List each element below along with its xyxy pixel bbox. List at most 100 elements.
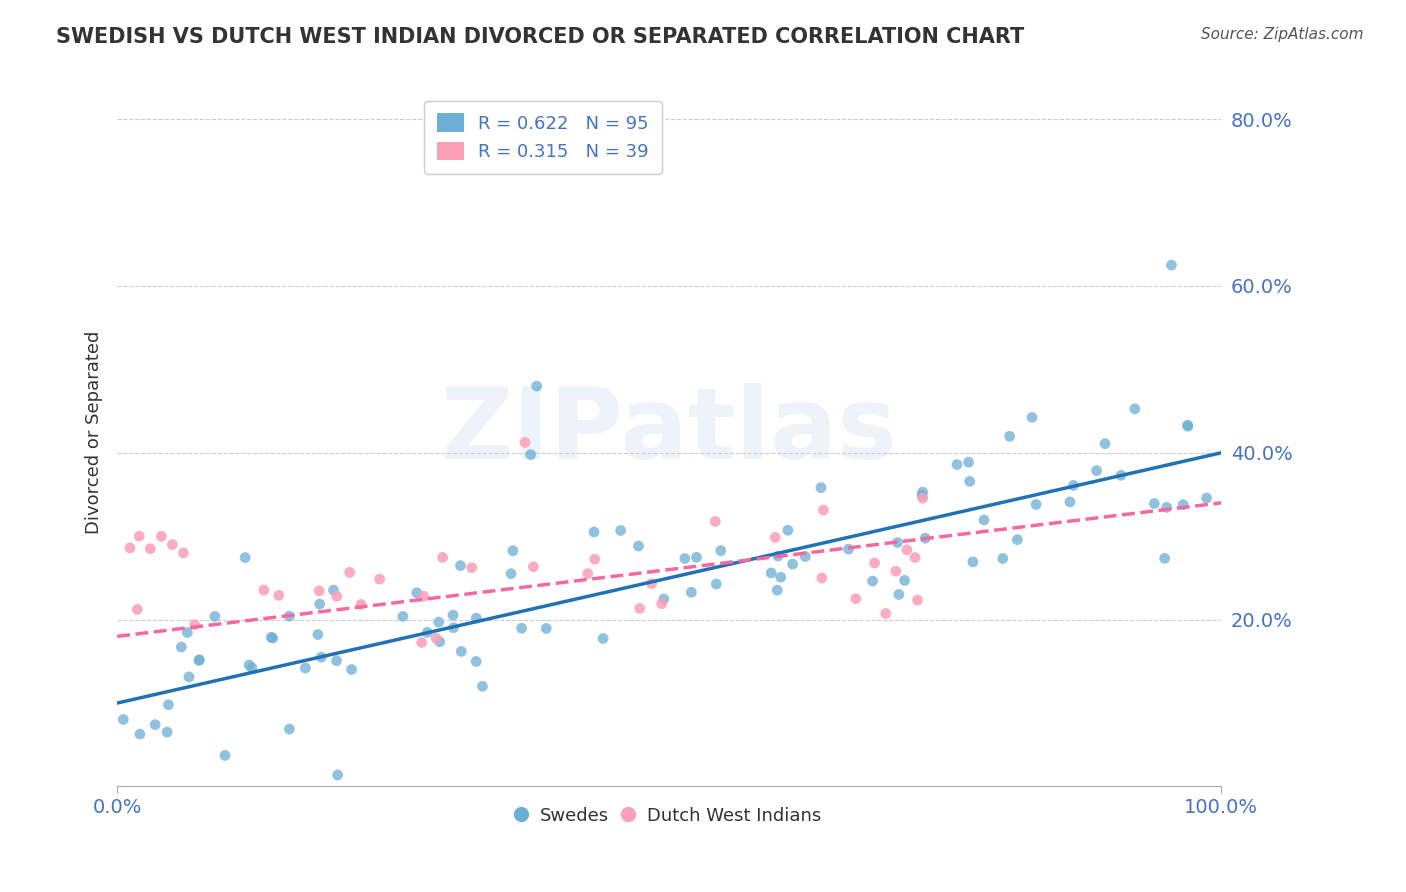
Point (911, 491, 934, 506)
Point (177, 670, 200, 684)
Point (238, 658, 260, 673)
Point (1085, 464, 1108, 478)
Point (340, 663, 363, 677)
Point (416, 625, 439, 640)
Point (253, 583, 276, 598)
Point (813, 503, 835, 517)
Point (673, 551, 696, 566)
Point (471, 679, 494, 693)
Point (838, 542, 860, 557)
Point (782, 557, 804, 571)
Point (1153, 551, 1175, 566)
Point (240, 661, 263, 675)
Point (704, 515, 727, 529)
Point (896, 542, 918, 557)
Point (519, 448, 541, 462)
Point (811, 571, 834, 585)
Point (863, 556, 886, 570)
Point (443, 621, 465, 635)
Point (139, 541, 162, 556)
Point (307, 627, 329, 641)
Point (582, 524, 605, 539)
Point (628, 601, 651, 615)
Point (294, 661, 316, 675)
Point (278, 609, 301, 624)
Point (1059, 495, 1081, 509)
Point (465, 611, 488, 625)
Point (1173, 498, 1195, 512)
Point (350, 598, 373, 612)
Point (267, 588, 290, 602)
Point (769, 570, 792, 584)
Point (405, 586, 427, 600)
Point (810, 481, 832, 495)
Point (766, 549, 789, 563)
Point (710, 543, 733, 558)
Point (893, 574, 915, 588)
Point (510, 621, 533, 635)
Point (450, 558, 472, 573)
Point (959, 475, 981, 489)
Point (214, 748, 236, 763)
Point (308, 597, 330, 611)
Point (652, 592, 675, 607)
Point (432, 550, 454, 565)
Point (162, 538, 184, 552)
Point (1177, 419, 1199, 434)
Point (339, 566, 361, 580)
Point (392, 609, 415, 624)
Point (907, 593, 929, 607)
Point (651, 597, 673, 611)
Point (156, 725, 179, 739)
Point (112, 713, 135, 727)
Point (998, 429, 1021, 443)
Point (429, 634, 451, 648)
Point (526, 379, 548, 393)
Point (513, 435, 536, 450)
Point (1177, 418, 1199, 433)
Point (914, 531, 936, 545)
Point (886, 535, 908, 549)
Text: Source: ZipAtlas.com: Source: ZipAtlas.com (1201, 27, 1364, 42)
Point (412, 589, 434, 603)
Point (946, 458, 969, 472)
Point (1007, 533, 1029, 547)
Point (309, 650, 332, 665)
Point (427, 615, 450, 629)
Point (911, 485, 934, 500)
Point (278, 722, 301, 736)
Point (1021, 410, 1043, 425)
Point (862, 574, 884, 588)
Point (973, 513, 995, 527)
Point (1062, 478, 1084, 492)
Point (425, 632, 447, 646)
Point (262, 631, 284, 645)
Point (176, 625, 198, 640)
Point (685, 550, 707, 565)
Point (502, 543, 524, 558)
Point (368, 572, 391, 586)
Point (627, 539, 650, 553)
Point (157, 698, 180, 712)
Point (150, 529, 173, 543)
Point (1094, 436, 1116, 450)
Point (583, 552, 606, 566)
Point (326, 590, 349, 604)
Point (875, 607, 897, 621)
Point (887, 587, 910, 601)
Legend: Swedes, Dutch West Indians: Swedes, Dutch West Indians (508, 797, 831, 834)
Point (322, 583, 344, 598)
Point (704, 577, 727, 591)
Y-axis label: Divorced or Separated: Divorced or Separated (86, 330, 103, 533)
Point (127, 602, 149, 616)
Point (465, 655, 488, 669)
Point (499, 566, 522, 581)
Point (170, 640, 193, 654)
Point (411, 635, 433, 649)
Point (962, 555, 984, 569)
Point (904, 550, 927, 565)
Point (325, 654, 347, 668)
Point (450, 644, 472, 658)
Point (188, 653, 211, 667)
Point (766, 583, 789, 598)
